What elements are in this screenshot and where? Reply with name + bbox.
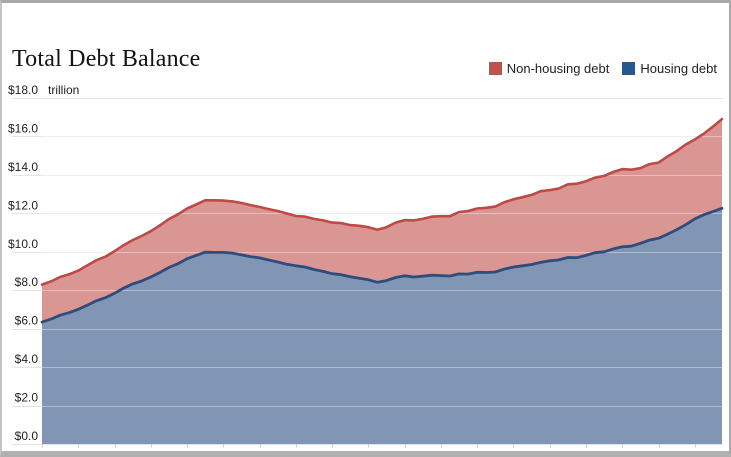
non-housing-debt-swatch-icon bbox=[488, 62, 502, 75]
chart-legend: Non-housing debt Housing debt bbox=[488, 61, 717, 76]
legend-label: Non-housing debt bbox=[506, 61, 610, 76]
y-axis-tick-label: $14.0 bbox=[8, 160, 38, 174]
y-axis-tick-label: $16.0 bbox=[8, 121, 38, 135]
legend-label: Housing debt bbox=[640, 61, 717, 76]
y-axis-tick-label: $0.0 bbox=[15, 429, 39, 443]
total-debt-area-chart: $18.0 $16.0 $14.0 $12.0 $10.0 $8.0 $6.0 $4.0 $2.… bbox=[8, 83, 724, 448]
legend-item-housing-debt[interactable]: Housing debt bbox=[622, 61, 717, 76]
y-axis-tick-label: $10.0 bbox=[8, 237, 38, 251]
housing-debt-line bbox=[40, 206, 724, 324]
y-axis-tick-label: $18.0 bbox=[8, 83, 38, 97]
housing-debt-area bbox=[42, 208, 722, 444]
y-axis-tick-label: $2.0 bbox=[15, 391, 39, 405]
y-axis-tick-label: $12.0 bbox=[8, 198, 38, 212]
y-axis-tick-label: $4.0 bbox=[15, 352, 39, 366]
total-debt-line bbox=[40, 117, 724, 286]
y-axis-tick-label: $8.0 bbox=[15, 275, 39, 289]
housing-debt-swatch-icon bbox=[622, 62, 636, 75]
y-axis-tick-label: $6.0 bbox=[15, 314, 39, 328]
y-axis-unit-label: trillion bbox=[48, 83, 79, 97]
legend-item-non-housing-debt[interactable]: Non-housing debt bbox=[488, 61, 610, 76]
non-housing-debt-area bbox=[42, 119, 722, 323]
chart-title: Total Debt Balance bbox=[12, 46, 201, 73]
